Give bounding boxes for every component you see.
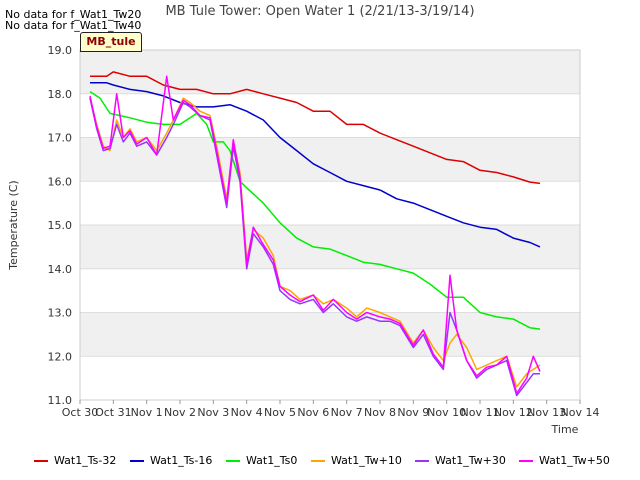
grid-band	[80, 225, 580, 269]
y-tick-label: 19.0	[48, 44, 73, 57]
legend-swatch	[311, 460, 325, 462]
y-tick-label: 18.0	[48, 88, 73, 101]
y-tick-label: 11.0	[48, 394, 73, 407]
legend-item-tw10: Wat1_Tw+10	[311, 454, 402, 467]
plot-bands	[80, 49, 580, 401]
x-tick-label: Oct 31	[95, 406, 132, 419]
x-tick-label: Nov 13	[527, 406, 566, 419]
y-axis-label: Temperature (C)	[7, 180, 20, 270]
legend-label: Wat1_Ts-32	[54, 454, 117, 467]
x-axis-label: Time	[551, 423, 579, 436]
x-tick-label: Nov 7	[331, 406, 363, 419]
legend-item-tw50: Wat1_Tw+50	[519, 454, 610, 467]
y-tick-label: 13.0	[48, 307, 73, 320]
legend-swatch	[130, 460, 144, 462]
x-tick-label: Nov 6	[297, 406, 329, 419]
y-tick-label: 16.0	[48, 175, 73, 188]
y-tick-label: 12.0	[48, 350, 73, 363]
plot-frame	[79, 49, 581, 401]
series-line-wat1-ts-32	[90, 71, 541, 185]
legend-item-ts-16: Wat1_Ts-16	[130, 454, 212, 467]
legend-item-ts-32: Wat1_Ts-32	[34, 454, 116, 467]
x-tick-label: Nov 2	[164, 406, 196, 419]
x-tick-label: Nov 1	[131, 406, 163, 419]
x-tick-label: Nov 3	[197, 406, 229, 419]
x-tick-label: Nov 12	[494, 406, 533, 419]
legend-item-ts0: Wat1_Ts0	[226, 454, 297, 467]
grid-band	[80, 312, 580, 357]
x-tick-label: Nov 8	[364, 406, 396, 419]
nodata-note-2: No data for f_Wat1_Tw40	[5, 19, 142, 32]
legend-swatch	[415, 460, 429, 462]
x-tick-label: Nov 14	[561, 406, 600, 419]
series-line-wat1-tw-50	[89, 75, 541, 395]
grid-band	[80, 268, 580, 313]
grid-band	[80, 356, 580, 400]
series-lines	[89, 71, 541, 397]
chart-title: MB Tule Tower: Open Water 1 (2/21/13-3/1…	[165, 4, 474, 19]
legend-label: Wat1_Ts-16	[150, 454, 213, 467]
x-tick-label: Nov 11	[461, 406, 500, 419]
legend-swatch	[34, 460, 48, 462]
x-tick-label: Oct 30	[62, 406, 99, 419]
y-axis: 11.0 12.0 13.0 14.0 15.0 16.0 17.0 18.0 19.0	[48, 44, 73, 407]
x-tick-label: Nov 9	[397, 406, 429, 419]
y-tick-label: 17.0	[48, 132, 73, 145]
nodata-note-1: No data for f_Wat1_Tw20	[5, 8, 142, 21]
legend-label: Wat1_Tw+30	[435, 454, 506, 467]
x-tick-label: Nov 5	[264, 406, 296, 419]
grid-band	[80, 50, 580, 94]
y-tick-label: 14.0	[48, 263, 73, 276]
legend-swatch	[519, 460, 533, 462]
x-tick-label: Nov 10	[427, 406, 466, 419]
y-tick-label: 15.0	[48, 219, 73, 232]
x-tick-label: Nov 4	[231, 406, 263, 419]
grid-band	[80, 93, 580, 138]
legend-item-tw30: Wat1_Tw+30	[415, 454, 506, 467]
site-badge: MB_tule	[80, 32, 142, 52]
series-line-wat1-ts-16	[90, 82, 541, 248]
legend-swatch	[226, 460, 240, 462]
legend-label: Wat1_Ts0	[246, 454, 298, 467]
grid-band	[80, 181, 580, 225]
series-line-wat1-ts0	[89, 90, 541, 330]
legend-label: Wat1_Tw+50	[539, 454, 610, 467]
legend-label: Wat1_Tw+10	[331, 454, 402, 467]
